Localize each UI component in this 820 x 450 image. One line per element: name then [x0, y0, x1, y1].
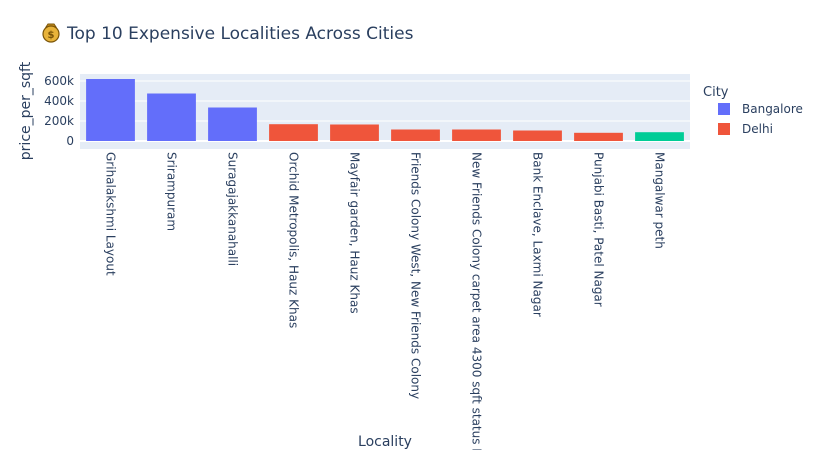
money-bag-icon: $	[42, 23, 60, 43]
chart-title-text: Top 10 Expensive Localities Across Citie…	[66, 24, 414, 44]
legend-swatch[interactable]	[718, 103, 730, 115]
bar[interactable]	[86, 79, 135, 141]
legend-label[interactable]: Delhi	[742, 122, 773, 136]
y-axis-title: price_per_sqft	[18, 61, 34, 160]
bars	[86, 79, 684, 141]
bar[interactable]	[513, 130, 562, 142]
x-axis-title: Locality	[358, 434, 412, 450]
x-tick-label: Grihalakshmi Layout	[104, 152, 118, 276]
bar[interactable]	[208, 107, 257, 142]
y-axis-ticks: 0 200k 400k 600k	[44, 74, 74, 148]
x-tick-label: Suragajakkanahalli	[226, 152, 240, 266]
y-tick-label: 600k	[44, 74, 74, 88]
bar[interactable]	[269, 124, 318, 141]
x-tick-label: Srirampuram	[165, 152, 179, 231]
chart-title: $ Top 10 Expensive Localities Across Cit…	[42, 23, 414, 44]
bar[interactable]	[452, 129, 501, 142]
x-tick-label: New Friends Colony carpet area 4300 sqft…	[470, 152, 484, 450]
x-tick-label: Mangalwar peth	[653, 152, 667, 249]
y-tick-label: 200k	[44, 114, 74, 128]
x-tick-label: Friends Colony West, New Friends Colony	[409, 152, 423, 399]
bar[interactable]	[330, 124, 379, 142]
bar[interactable]	[574, 132, 623, 141]
x-tick-label: Punjabi Basti, Patel Nagar	[592, 152, 606, 307]
svg-text:$: $	[48, 30, 55, 41]
legend-label[interactable]: Bangalore	[742, 102, 803, 116]
y-tick-label: 400k	[44, 94, 74, 108]
legend[interactable]: City Bangalore Delhi	[703, 85, 803, 136]
legend-title: City	[703, 85, 729, 100]
x-tick-label: Orchid Metropolis, Hauz Khas	[287, 152, 301, 328]
x-tick-label: Mayfair garden, Hauz Khas	[348, 152, 362, 314]
x-tick-label: Bank Enclave, Laxmi Nagar	[531, 152, 545, 317]
legend-swatch[interactable]	[718, 123, 730, 135]
x-axis-ticks: Grihalakshmi Layout Srirampuram Suragajakk…	[104, 152, 667, 450]
bar[interactable]	[147, 93, 196, 142]
bar[interactable]	[391, 129, 440, 142]
bar[interactable]	[635, 132, 684, 141]
y-tick-label: 0	[66, 134, 74, 148]
